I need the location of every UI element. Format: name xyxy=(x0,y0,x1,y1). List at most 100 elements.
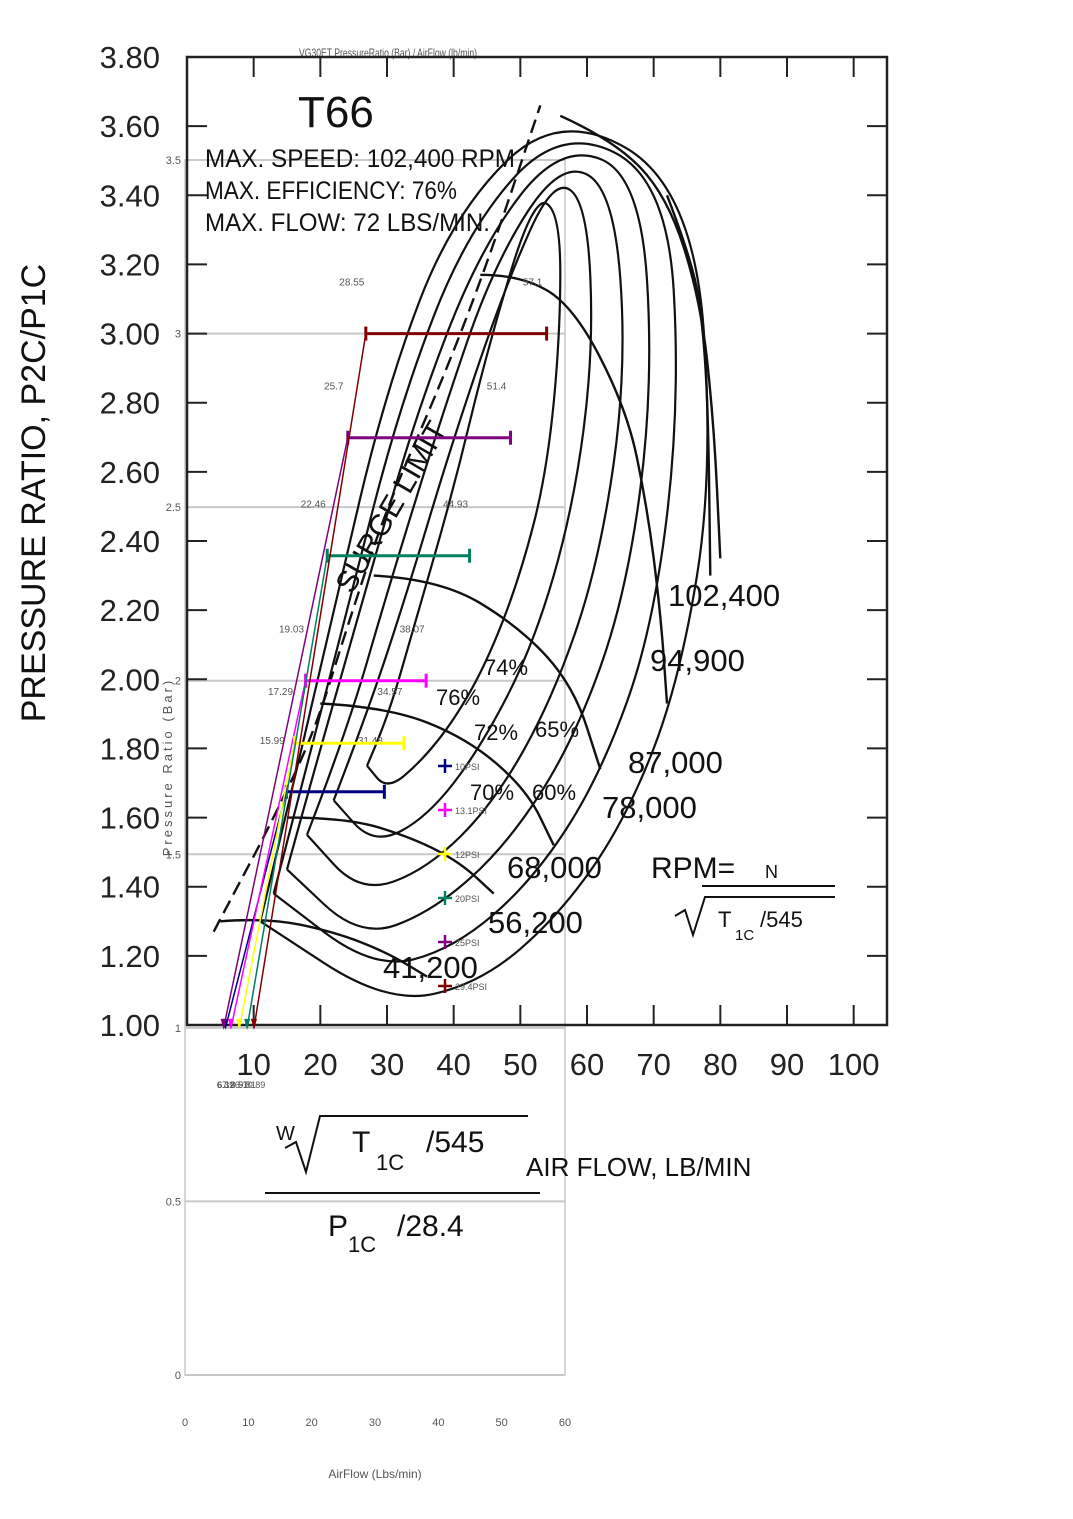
speed-line xyxy=(220,918,428,978)
series-base-line xyxy=(238,743,296,1029)
base-y-tick-label: 3.00 xyxy=(100,317,160,352)
base-x-tick-label: 10 xyxy=(236,1047,270,1082)
series-base-marker xyxy=(244,1018,251,1030)
series-base-label: 6.1 xyxy=(217,1080,230,1090)
series-base-line xyxy=(222,437,349,1029)
base-y-tick-label: 3.40 xyxy=(100,178,160,213)
overlay-y-tick-label: 3 xyxy=(175,329,181,341)
speed-line xyxy=(665,194,712,576)
base-x-tick-label: 30 xyxy=(370,1047,404,1082)
base-x-axis-label: AIR FLOW, LB/MIN xyxy=(526,1152,751,1182)
series-base-marker xyxy=(250,1018,257,1030)
efficiency-island xyxy=(272,142,677,963)
speed-line-label: 102,400 xyxy=(668,578,780,613)
series-low-label: 15.99 xyxy=(260,736,285,747)
speed-line xyxy=(286,816,495,895)
legend-label: 10PSI xyxy=(455,762,480,772)
base-x-tick-label: 80 xyxy=(703,1047,737,1082)
efficiency-label: 74% xyxy=(484,655,528,680)
model-title: T66 xyxy=(298,88,374,137)
overlay-y-tick-label: 1.5 xyxy=(166,849,181,861)
overlay-x-tick-label: 0 xyxy=(182,1417,188,1429)
efficiency-label: 65% xyxy=(535,717,579,742)
efficiency-label: 70% xyxy=(470,780,514,805)
base-y-tick-label: 2.00 xyxy=(100,662,160,697)
base-y-axis-label: PRESSURE RATIO, P2C/P1C xyxy=(15,264,53,723)
efficiency-label: 76% xyxy=(436,685,480,710)
airflow-formula-p-sub: 1C xyxy=(348,1232,376,1257)
series-low-label: 19.03 xyxy=(279,625,304,636)
airflow-formula-p: P xyxy=(328,1210,348,1243)
series-base-marker xyxy=(227,1018,234,1030)
rpm-formula-prefix: RPM= xyxy=(651,852,735,885)
series-high-label: 38.07 xyxy=(400,625,425,636)
rpm-formula-t-div: /545 xyxy=(760,907,803,932)
efficiency-island xyxy=(305,170,624,887)
overlay-x-tick-label: 50 xyxy=(496,1417,508,1429)
airflow-formula-w: W xyxy=(276,1123,295,1145)
speed-line-label: 56,200 xyxy=(488,905,583,940)
overlay-y-tick-label: 0 xyxy=(175,1370,181,1382)
legend-label: 13.1PSI xyxy=(455,806,487,816)
base-y-tick-label: 2.60 xyxy=(100,455,160,490)
rpm-formula-t-sub: 1C xyxy=(735,927,754,944)
base-compressor-map: 1.00 1.20 1.40 1.60 1.80 2.00 2.20 2.40 2.60 2.80… xyxy=(15,40,889,1257)
spec-line: MAX. SPEED: 102,400 RPM xyxy=(205,145,515,173)
base-x-tick-label: 50 xyxy=(503,1047,537,1082)
series-base-label: 9.81 xyxy=(238,1080,256,1090)
base-x-tick-label: 60 xyxy=(570,1047,604,1082)
efficiency-island xyxy=(365,201,562,785)
overlay-x-tick-label: 20 xyxy=(306,1417,318,1429)
speed-line-label: 87,000 xyxy=(628,745,723,780)
overlay-y-tick-label: 2 xyxy=(175,676,181,688)
series-base-label: 6.39 xyxy=(217,1080,235,1090)
overlay-x-tick-label: 10 xyxy=(242,1417,254,1429)
overlay-chart-series: 15.99 31.48 6.39 10PSI 19.03 38.07 7.26 13.1PSI… xyxy=(217,278,549,1090)
series-base-label: 10.89 xyxy=(243,1080,266,1090)
speed-line xyxy=(559,114,722,559)
efficiency-label: 60% xyxy=(532,780,576,805)
spec-line: MAX. EFFICIENCY: 76% xyxy=(205,177,457,205)
overlay-x-tick-label: 30 xyxy=(369,1417,381,1429)
series-base-line xyxy=(246,555,328,1028)
series-low-label: 22.46 xyxy=(301,500,326,511)
legend-label: 29.4PSI xyxy=(455,982,487,992)
speed-line xyxy=(320,702,555,846)
speed-line xyxy=(373,574,602,770)
base-y-tick-label: 1.00 xyxy=(100,1008,160,1043)
base-y-tick-label: 2.40 xyxy=(100,524,160,559)
legend-label: 25PSI xyxy=(455,938,480,948)
base-x-tick-label: 90 xyxy=(770,1047,804,1082)
base-y-tick-label: 2.80 xyxy=(100,386,160,421)
base-y-tick-label: 1.20 xyxy=(100,939,160,974)
airflow-formula-p-div: /28.4 xyxy=(397,1210,464,1243)
legend-label: 20PSI xyxy=(455,894,480,904)
speed-line-label: 41,200 xyxy=(383,950,478,985)
rpm-formula-n: N xyxy=(765,862,778,882)
series-low-label: 28.55 xyxy=(339,278,364,289)
series-high-label: 57.1 xyxy=(523,278,543,289)
base-y-tick-label: 1.80 xyxy=(100,731,160,766)
efficiency-island xyxy=(285,154,651,930)
speed-line-label: 78,000 xyxy=(602,790,697,825)
speed-line-label: 68,000 xyxy=(507,850,602,885)
series-high-label: 44.93 xyxy=(443,500,468,511)
airflow-formula-t-div: /545 xyxy=(426,1126,484,1159)
efficiency-label: 72% xyxy=(474,720,518,745)
series-high-label: 51.4 xyxy=(487,382,507,393)
rpm-formula-t: T xyxy=(718,907,731,932)
overlay-x-tick-label: 60 xyxy=(559,1417,571,1429)
overlay-y-tick-label: 3.5 xyxy=(166,155,181,167)
base-y-tick-label: 3.80 xyxy=(100,40,160,75)
spec-line: MAX. FLOW: 72 LBS/MIN. xyxy=(205,209,490,237)
airflow-formula-root-sign xyxy=(284,1115,528,1176)
series-base-line xyxy=(253,333,367,1028)
series-base-marker xyxy=(220,1018,227,1030)
overlay-y-tick-label: 1 xyxy=(175,1023,181,1035)
overlay-y-axis-label: Pressure Ratio (Bar) xyxy=(160,678,175,856)
overlay-y-tick-label: 0.5 xyxy=(166,1196,181,1208)
series-base-label: 7.26 xyxy=(222,1080,240,1090)
airflow-formula-t: T xyxy=(352,1126,370,1159)
series-high-label: 31.48 xyxy=(358,736,383,747)
